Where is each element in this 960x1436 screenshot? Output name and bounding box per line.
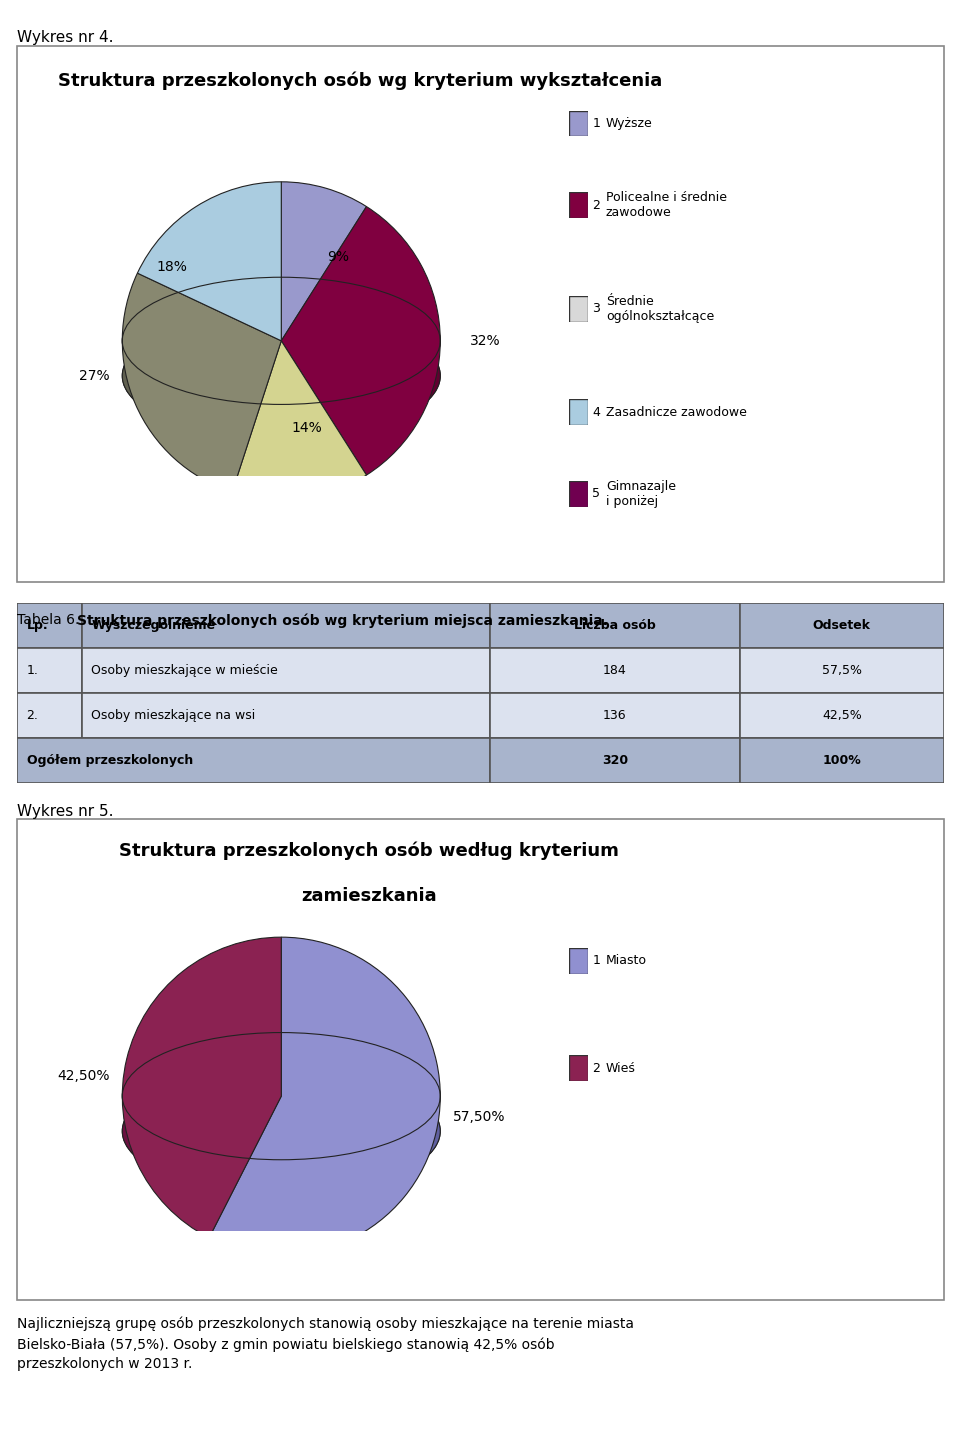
- Text: 100%: 100%: [823, 754, 861, 767]
- Text: Tabela 6.: Tabela 6.: [17, 613, 84, 628]
- Text: 14%: 14%: [292, 421, 323, 435]
- Text: Struktura przeszkolonych osób wg kryterium wykształcenia: Struktura przeszkolonych osób wg kryteri…: [58, 72, 662, 90]
- Wedge shape: [122, 938, 281, 1238]
- FancyBboxPatch shape: [17, 819, 944, 1300]
- Text: 18%: 18%: [156, 260, 187, 274]
- Text: Struktura przeszkolonych osób wg kryterium miejsca zamieszkania.: Struktura przeszkolonych osób wg kryteri…: [77, 613, 608, 628]
- Text: Wykres nr 5.: Wykres nr 5.: [17, 804, 114, 819]
- Text: 2.: 2.: [27, 709, 38, 722]
- Text: Odsetek: Odsetek: [813, 619, 871, 632]
- Wedge shape: [209, 938, 441, 1255]
- FancyBboxPatch shape: [569, 948, 588, 974]
- Text: 57,50%: 57,50%: [453, 1110, 505, 1123]
- FancyBboxPatch shape: [490, 692, 740, 738]
- FancyBboxPatch shape: [17, 648, 83, 692]
- Polygon shape: [122, 1032, 281, 1188]
- Wedge shape: [281, 207, 441, 475]
- Text: Osoby mieszkające na wsi: Osoby mieszkające na wsi: [91, 709, 255, 722]
- FancyBboxPatch shape: [83, 692, 490, 738]
- Text: Wyszczególnienie: Wyszczególnienie: [91, 619, 215, 632]
- Text: 57,5%: 57,5%: [822, 663, 862, 676]
- Polygon shape: [367, 287, 441, 429]
- Text: Lp.: Lp.: [27, 619, 48, 632]
- Text: 5: 5: [592, 487, 600, 501]
- FancyBboxPatch shape: [569, 481, 588, 507]
- Text: Średnie
ogólnokształcące: Średnie ogólnokształcące: [606, 294, 714, 323]
- Text: 32%: 32%: [469, 333, 500, 348]
- Text: Miasto: Miasto: [606, 954, 647, 968]
- FancyBboxPatch shape: [740, 738, 944, 783]
- FancyBboxPatch shape: [740, 648, 944, 692]
- Text: 136: 136: [603, 709, 627, 722]
- Text: Gimnazajle
i poniżej: Gimnazajle i poniżej: [606, 480, 676, 508]
- Text: 4: 4: [592, 405, 600, 419]
- Text: 1: 1: [592, 954, 600, 968]
- FancyBboxPatch shape: [740, 692, 944, 738]
- Text: Wyższe: Wyższe: [606, 116, 653, 131]
- FancyBboxPatch shape: [83, 648, 490, 692]
- Ellipse shape: [122, 312, 441, 439]
- Polygon shape: [209, 1032, 441, 1195]
- Text: 9%: 9%: [327, 250, 349, 264]
- FancyBboxPatch shape: [17, 46, 944, 582]
- FancyBboxPatch shape: [569, 192, 588, 218]
- Text: Wieś: Wieś: [606, 1061, 636, 1076]
- Polygon shape: [232, 395, 367, 439]
- FancyBboxPatch shape: [569, 111, 588, 136]
- Wedge shape: [232, 340, 367, 500]
- FancyBboxPatch shape: [490, 603, 740, 648]
- Polygon shape: [122, 313, 232, 437]
- Wedge shape: [281, 182, 367, 340]
- FancyBboxPatch shape: [569, 399, 588, 425]
- FancyBboxPatch shape: [490, 738, 740, 783]
- FancyBboxPatch shape: [490, 648, 740, 692]
- FancyBboxPatch shape: [740, 603, 944, 648]
- Text: 42,5%: 42,5%: [822, 709, 862, 722]
- Text: 42,50%: 42,50%: [58, 1068, 109, 1083]
- Text: Najliczniejszą grupę osób przeszkolonych stanowią osoby mieszkające na terenie m: Najliczniejszą grupę osób przeszkolonych…: [17, 1317, 635, 1371]
- FancyBboxPatch shape: [17, 738, 490, 783]
- Text: 1: 1: [592, 116, 600, 131]
- Text: Struktura przeszkolonych osób według kryterium: Struktura przeszkolonych osób według kry…: [119, 841, 619, 860]
- FancyBboxPatch shape: [569, 1055, 588, 1081]
- FancyBboxPatch shape: [569, 296, 588, 322]
- Text: 2: 2: [592, 198, 600, 213]
- Text: Zasadnicze zawodowe: Zasadnicze zawodowe: [606, 405, 747, 419]
- Text: Wykres nr 4.: Wykres nr 4.: [17, 30, 114, 45]
- Text: 3: 3: [592, 302, 600, 316]
- Text: 184: 184: [603, 663, 627, 676]
- Text: Liczba osób: Liczba osób: [574, 619, 656, 632]
- Text: 2: 2: [592, 1061, 600, 1076]
- Wedge shape: [122, 273, 281, 493]
- Text: zamieszkania: zamieszkania: [301, 887, 437, 906]
- Polygon shape: [137, 277, 281, 349]
- Ellipse shape: [122, 1067, 441, 1195]
- FancyBboxPatch shape: [17, 603, 83, 648]
- Polygon shape: [281, 277, 367, 322]
- Text: 320: 320: [602, 754, 628, 767]
- FancyBboxPatch shape: [83, 603, 490, 648]
- Text: Ogółem przeszkolonych: Ogółem przeszkolonych: [27, 754, 193, 767]
- Text: 27%: 27%: [79, 369, 109, 382]
- FancyBboxPatch shape: [17, 692, 83, 738]
- Text: Osoby mieszkające w mieście: Osoby mieszkające w mieście: [91, 663, 278, 676]
- Text: Policealne i średnie
zawodowe: Policealne i średnie zawodowe: [606, 191, 727, 220]
- Wedge shape: [137, 182, 281, 340]
- Text: 1.: 1.: [27, 663, 38, 676]
